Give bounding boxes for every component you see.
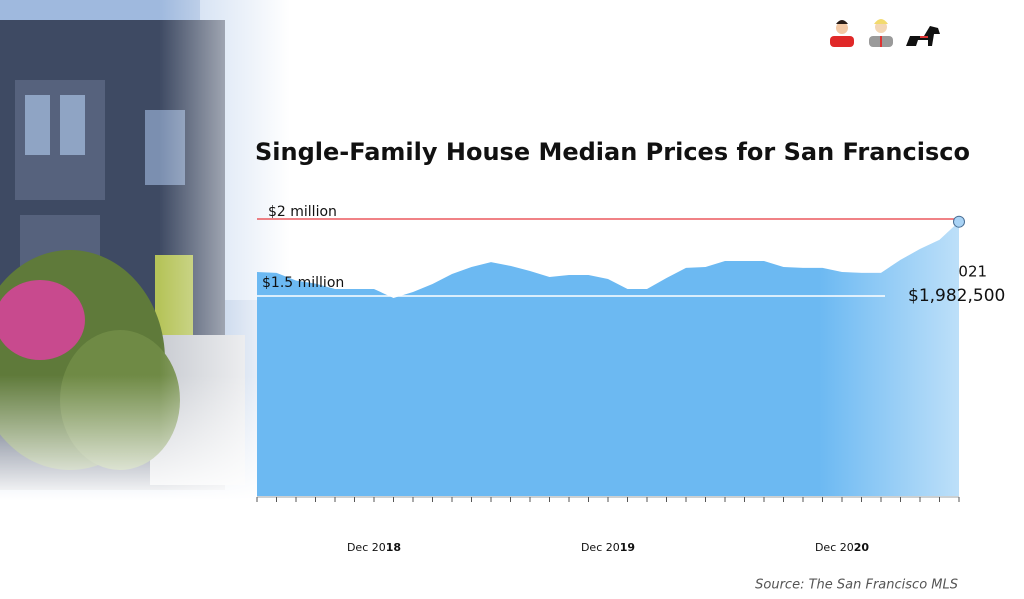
point xyxy=(953,215,965,228)
house-photo xyxy=(0,0,290,500)
x-tick-label: Dec 2020 xyxy=(815,541,869,554)
value-label: $1,982,500 xyxy=(908,286,1005,306)
y-tick-label: $2 million xyxy=(268,204,337,220)
x-tick-label: Dec 2018 xyxy=(347,541,401,554)
source: Source: The San Francisco MLS xyxy=(755,578,958,593)
x-tick-label: Dec 2019 xyxy=(581,541,635,554)
chart-title: Single-Family House Median Prices for Sa… xyxy=(255,138,970,166)
area-fade xyxy=(257,221,959,496)
icons xyxy=(830,19,940,47)
y-tick-label: $1.5 million xyxy=(262,275,344,291)
